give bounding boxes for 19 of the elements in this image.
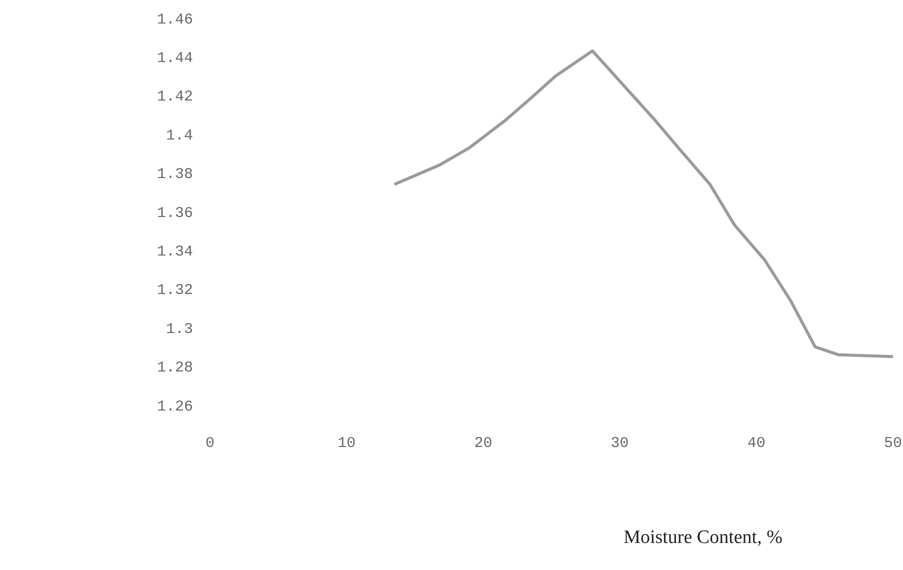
x-tick-label: 40	[747, 435, 766, 452]
y-tick-label: 1.4	[166, 127, 193, 144]
y-tick-label: 1.38	[156, 166, 193, 184]
y-tick-label: 1.28	[156, 360, 193, 377]
y-tick-label: 1.36	[156, 204, 193, 222]
y-tick-label: 1.42	[156, 88, 193, 106]
x-axis-title: Moisture Content, %	[624, 527, 783, 548]
x-tick-label: 0	[205, 435, 215, 452]
y-tick-label: 1.26	[156, 398, 193, 416]
x-tick-label: 10	[338, 435, 356, 452]
y-tick-label: 1.34	[156, 243, 193, 260]
line-series	[392, 49, 894, 358]
x-tick-label: 30	[610, 435, 629, 452]
x-tick-label: 50	[884, 435, 902, 452]
y-tick-label: 1.32	[156, 282, 193, 300]
y-tick-label: 1.3	[166, 320, 193, 338]
y-tick-label: 1.46	[156, 11, 193, 28]
y-tick-label: 1.44	[156, 50, 193, 67]
x-tick-label: 20	[474, 435, 492, 452]
